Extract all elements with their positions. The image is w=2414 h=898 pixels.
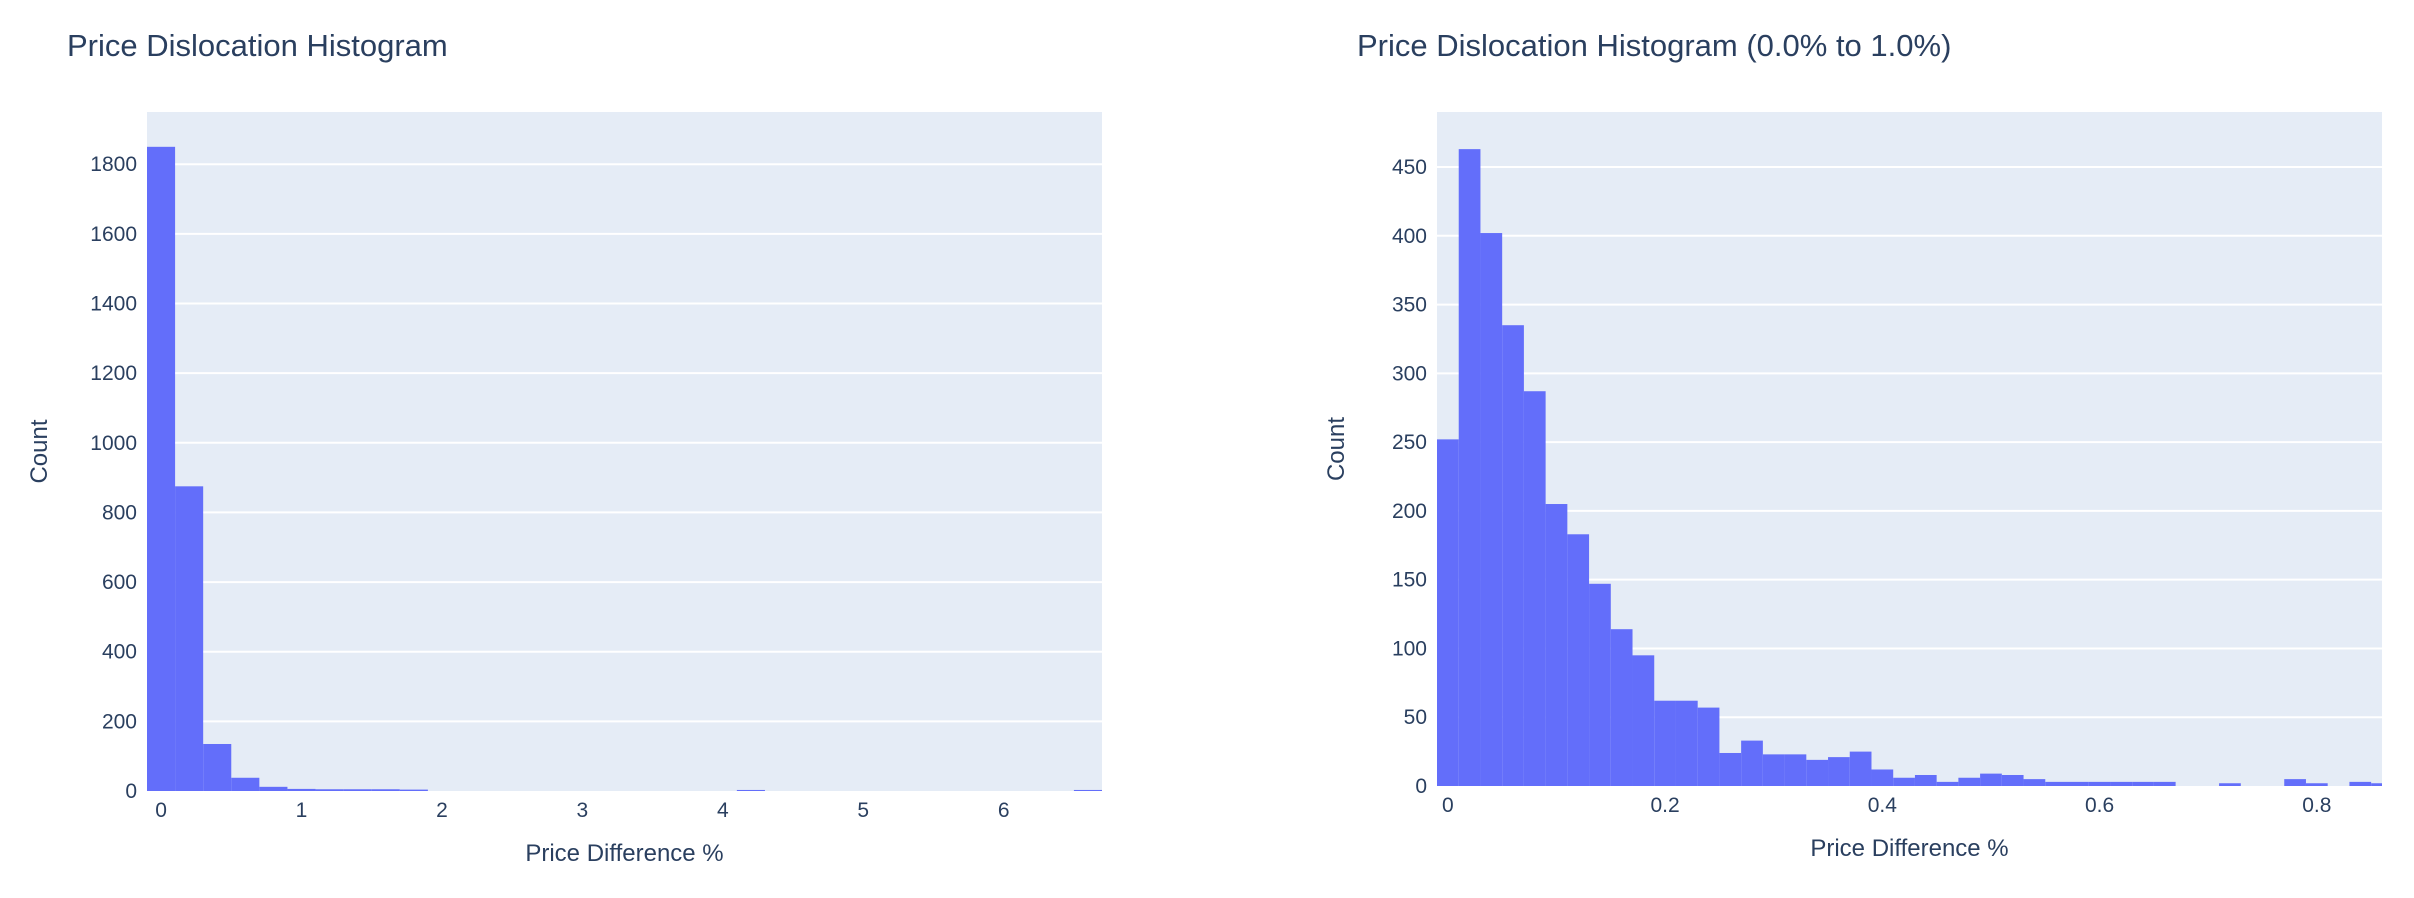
histogram-bar — [1806, 759, 1829, 786]
histogram-bar — [1762, 754, 1785, 786]
histogram-bar — [259, 786, 288, 791]
y-tick-label: 1600 — [90, 223, 137, 246]
histogram-bar — [1958, 777, 1981, 786]
x-tick-label: 1 — [296, 799, 308, 822]
y-tick-label: 0 — [125, 780, 137, 803]
y-tick-label: 200 — [1392, 500, 1427, 523]
histogram-zoomed-range: Price Dislocation Histogram (0.0% to 1.0… — [1207, 0, 2414, 898]
x-axis-label: Price Difference % — [1810, 835, 2008, 862]
histogram-bar — [2045, 781, 2067, 786]
histogram-bar — [1893, 777, 1915, 786]
histogram-bar — [1914, 774, 1937, 786]
y-tick-label: 450 — [1392, 156, 1427, 179]
x-tick-label: 2 — [436, 799, 448, 822]
x-tick-label: 0 — [155, 799, 167, 822]
y-tick-label: 400 — [102, 641, 137, 664]
histogram-bar — [231, 777, 260, 791]
x-tick-label: 0.6 — [2085, 794, 2114, 817]
y-tick-label: 150 — [1392, 569, 1427, 592]
chart-title: Price Dislocation Histogram — [67, 28, 448, 63]
histogram-zoomed-range-plot: 0 50 100 150 200 250 300 350 400 450 0 0.2 0.4 0.6 0.8… — [1323, 112, 2382, 862]
y-tick-label: 250 — [1392, 431, 1427, 454]
histogram-bar — [147, 146, 176, 792]
histogram-bar — [1073, 789, 1102, 791]
histogram-bar — [1675, 700, 1698, 786]
histogram-bar — [1545, 504, 1568, 786]
histogram-bar — [1980, 773, 2002, 786]
histogram-bar — [1632, 655, 1655, 786]
histogram-bar — [1741, 740, 1763, 786]
x-tick-label: 0.4 — [1868, 794, 1898, 817]
histogram-bar — [1784, 754, 1807, 786]
histogram-bar — [2132, 781, 2154, 786]
histogram-bar — [399, 789, 428, 791]
y-axis-label: Count — [1323, 417, 1350, 481]
histogram-bar — [2153, 781, 2176, 786]
histogram-bar — [2371, 783, 2382, 786]
x-tick-label: 0.2 — [1651, 794, 1680, 817]
histogram-bar — [203, 743, 232, 791]
x-axis-label: Price Difference % — [525, 840, 723, 867]
histogram-bar — [1567, 534, 1590, 786]
y-tick-label: 100 — [1392, 637, 1427, 660]
histogram-bar — [315, 789, 344, 791]
histogram-bar — [1523, 391, 1546, 786]
histogram-bar — [2349, 781, 2372, 786]
chart-title: Price Dislocation Histogram (0.0% to 1.0… — [1357, 28, 1952, 63]
y-tick-label: 0 — [1415, 775, 1427, 798]
y-axis-label: Count — [26, 419, 53, 483]
y-tick-label: 800 — [102, 501, 137, 524]
x-tick-label: 3 — [577, 799, 589, 822]
histogram-bar — [1828, 757, 1850, 786]
histogram-bar — [2219, 783, 2241, 786]
histogram-bar — [1936, 781, 1959, 786]
histogram-bar — [1719, 752, 1742, 786]
histogram-bar — [1480, 233, 1503, 786]
histogram-bar — [2110, 781, 2133, 786]
histogram-full-range: Price Dislocation Histogram 0 200 400 600 80… — [26, 28, 1102, 867]
histogram-bar — [2001, 774, 2024, 786]
y-tick-label: 1800 — [90, 153, 137, 176]
x-tick-label: 4 — [717, 799, 729, 822]
x-tick-label: 6 — [998, 799, 1010, 822]
y-tick-label: 400 — [1392, 225, 1427, 248]
histogram-bar — [287, 788, 316, 791]
y-tick-label: 350 — [1392, 294, 1427, 317]
histogram-bar — [736, 789, 765, 791]
x-tick-label: 0.8 — [2302, 794, 2331, 817]
histogram-bar — [1871, 769, 1894, 786]
histogram-bar — [1502, 325, 1524, 786]
histogram-bar — [1697, 707, 1720, 786]
y-tick-label: 1200 — [90, 362, 137, 385]
histogram-bar — [1437, 439, 1459, 786]
y-tick-label: 50 — [1404, 706, 1427, 729]
histogram-bar — [2088, 781, 2111, 786]
y-tick-label: 300 — [1392, 362, 1427, 385]
x-tick-label: 5 — [857, 799, 869, 822]
y-tick-label: 200 — [102, 710, 137, 733]
histogram-bar — [2284, 779, 2306, 786]
histogram-bar — [2023, 779, 2046, 786]
x-tick-label: 0 — [1442, 794, 1454, 817]
histogram-full-range-plot: 0 200 400 600 800 1000 1200 1400 1600 1800 0 1 2 3 4 5 6… — [26, 112, 1102, 867]
histogram-bar — [343, 789, 372, 791]
histogram-bar — [175, 486, 204, 791]
plot-area — [147, 112, 1102, 791]
y-tick-label: 1400 — [90, 293, 137, 316]
histogram-bar — [2305, 783, 2328, 786]
y-tick-label: 600 — [102, 571, 137, 594]
histogram-bar — [1589, 583, 1611, 786]
histogram-bar — [1458, 149, 1481, 786]
histogram-bar — [1610, 629, 1633, 786]
histogram-bar — [1849, 751, 1872, 786]
y-tick-label: 1000 — [90, 432, 137, 455]
histogram-bar — [371, 789, 400, 791]
histogram-bar — [2067, 781, 2089, 786]
histogram-bar — [1654, 700, 1676, 786]
